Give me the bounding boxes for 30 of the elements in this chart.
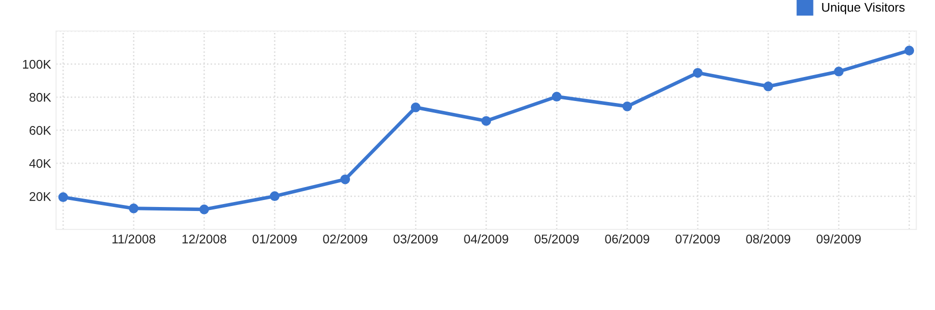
y-tick-label: 100K — [23, 60, 52, 69]
x-tick-label: 04/2009 — [464, 234, 508, 244]
legend-label: Unique Visitors — [822, 2, 905, 14]
point — [58, 192, 68, 202]
y-tick-label: 60K — [30, 126, 52, 135]
point — [481, 116, 492, 126]
point — [692, 68, 703, 78]
point — [199, 204, 210, 214]
y-tick-label: 20K — [30, 192, 52, 201]
y-tick-label: 40K — [29, 159, 52, 168]
point — [270, 191, 280, 202]
x-tick-label: 05/2009 — [534, 234, 579, 244]
point — [834, 66, 844, 76]
x-tick-label: 02/2009 — [323, 234, 368, 244]
point — [410, 102, 421, 112]
point — [340, 174, 350, 184]
point — [622, 102, 632, 112]
x-tick-label: 12/2008 — [182, 234, 226, 244]
point — [128, 204, 139, 214]
x-tick-label: 03/2009 — [394, 234, 438, 244]
x-tick-label: 06/2009 — [605, 234, 650, 244]
x-tick-label: 07/2009 — [676, 234, 720, 244]
x-tick-label: 11/2008 — [112, 234, 156, 244]
x-tick-label: 01/2009 — [252, 234, 297, 244]
point — [763, 82, 774, 92]
point — [552, 92, 562, 102]
y-tick-label: 80K — [30, 92, 52, 102]
x-tick-label: 09/2009 — [816, 234, 861, 244]
x-tick-label: 08/2009 — [746, 234, 790, 244]
point — [904, 46, 914, 56]
